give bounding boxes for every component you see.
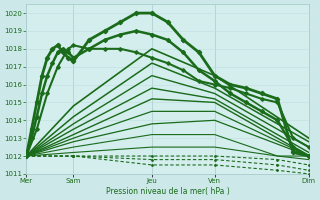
X-axis label: Pression niveau de la mer( hPa ): Pression niveau de la mer( hPa ) (106, 187, 229, 196)
